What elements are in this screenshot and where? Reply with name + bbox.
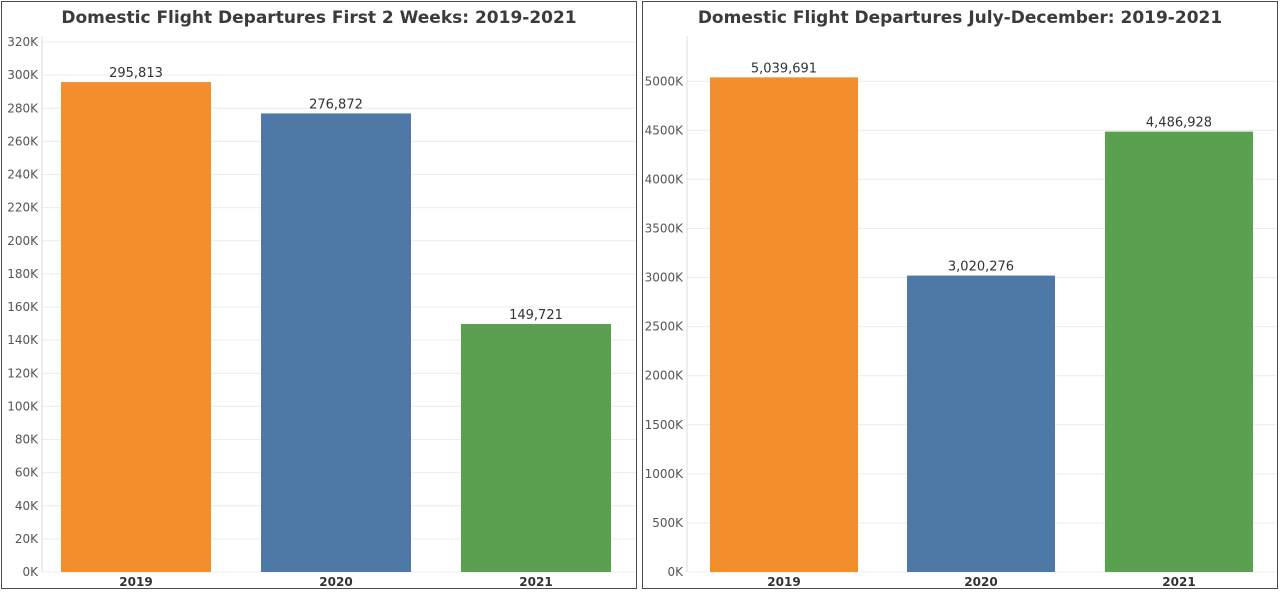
y-tick-label: 300K xyxy=(7,68,39,82)
bar-2021 xyxy=(1105,131,1253,572)
x-category-label: 2020 xyxy=(964,575,997,589)
bar-2020 xyxy=(907,275,1055,572)
x-category-label: 2019 xyxy=(119,575,152,589)
y-tick-label: 60K xyxy=(15,466,39,480)
y-tick-label: 4000K xyxy=(645,172,685,186)
y-tick-label: 2000K xyxy=(645,369,685,383)
bar-value-label: 4,486,928 xyxy=(1146,116,1212,131)
y-tick-label: 4500K xyxy=(645,123,685,137)
x-category-label: 2020 xyxy=(319,575,352,589)
y-tick-label: 240K xyxy=(7,168,39,182)
bar-chart-july-december: 0K 500K 1000K 1500K 2000K 2500K 3000K 3500K 4000… xyxy=(645,36,1277,589)
bar-2019 xyxy=(710,77,858,573)
y-tick-label: 1000K xyxy=(645,467,685,481)
y-tick-label: 200K xyxy=(7,234,39,248)
chart-panel-first-2-weeks: Domestic Flight Departures First 2 Weeks… xyxy=(1,1,637,589)
bar-value-label: 276,872 xyxy=(309,97,363,112)
bar-chart-first-2-weeks: 0K 20K 40K 60K 80K 100K 120K 140K 160K 180K 200K 22… xyxy=(7,35,636,589)
chart-title: Domestic Flight Departures First 2 Weeks… xyxy=(61,8,577,28)
bar-value-label: 295,813 xyxy=(109,66,163,81)
y-tick-label: 20K xyxy=(15,532,39,546)
y-tick-label: 160K xyxy=(7,300,39,314)
y-tick-label: 80K xyxy=(15,433,39,447)
y-tick-label: 0K xyxy=(667,565,684,579)
y-tick-label: 180K xyxy=(7,267,39,281)
x-category-label: 2021 xyxy=(1162,575,1195,589)
y-tick-label: 220K xyxy=(7,201,39,215)
y-tick-label: 120K xyxy=(7,366,39,380)
y-tick-label: 40K xyxy=(15,499,39,513)
bar-2020 xyxy=(261,113,411,572)
y-tick-label: 500K xyxy=(652,516,684,530)
y-tick-label: 100K xyxy=(7,399,39,413)
bar-value-label: 149,721 xyxy=(509,308,563,323)
y-tick-label: 260K xyxy=(7,134,39,148)
y-tick-label: 0K xyxy=(22,565,39,579)
bar-2019 xyxy=(61,82,211,572)
chart-panel-july-december: Domestic Flight Departures July-December… xyxy=(642,1,1278,589)
y-tick-label: 5000K xyxy=(645,74,685,88)
chart-title: Domestic Flight Departures July-December… xyxy=(697,8,1223,28)
y-tick-label: 1500K xyxy=(645,418,685,432)
y-tick-label: 3500K xyxy=(645,221,685,235)
bar-value-label: 3,020,276 xyxy=(948,260,1014,275)
y-tick-label: 280K xyxy=(7,101,39,115)
bar-value-label: 5,039,691 xyxy=(751,61,817,76)
y-tick-label: 320K xyxy=(7,35,39,49)
bar-2021 xyxy=(461,324,611,572)
y-tick-label: 140K xyxy=(7,333,39,347)
y-tick-label: 2500K xyxy=(645,320,685,334)
x-category-label: 2019 xyxy=(767,575,800,589)
y-tick-label: 3000K xyxy=(645,271,685,285)
x-category-label: 2021 xyxy=(519,575,552,589)
